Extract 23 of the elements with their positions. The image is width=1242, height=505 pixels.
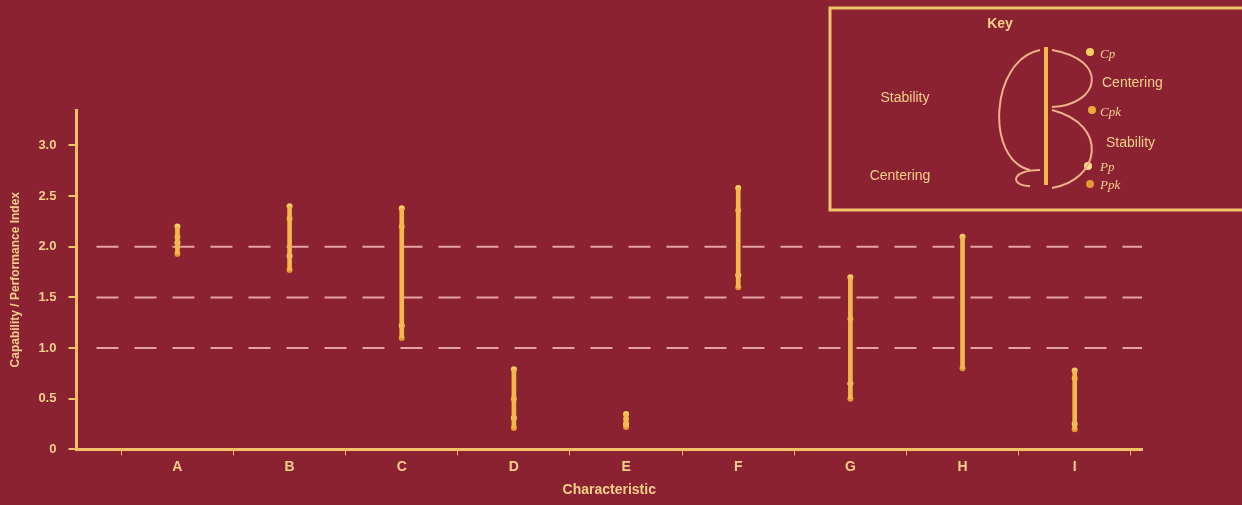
x-tick-label: D xyxy=(508,457,519,474)
x-tick-label: E xyxy=(621,457,631,474)
x-axis-title: Characteristic xyxy=(562,481,657,498)
x-tick-label: C xyxy=(396,457,407,474)
annotation: Centering xyxy=(869,166,931,183)
y-tick-label: 3.0 xyxy=(38,137,57,153)
x-tick-label: G xyxy=(844,457,856,474)
x-tick-label: B xyxy=(284,457,295,474)
y-tick-label: 2.0 xyxy=(38,238,57,254)
y-tick-label: 0.5 xyxy=(38,390,57,406)
y-tick-label: 1.0 xyxy=(38,339,57,355)
text: Stability xyxy=(880,88,930,105)
x-tick-label: I xyxy=(1072,457,1077,474)
y-tick-label: 1.5 xyxy=(38,289,57,305)
x-tick-label: A xyxy=(172,457,183,474)
x-tick-label: F xyxy=(733,457,743,474)
y-axis-title: Capability / Performance Index xyxy=(7,191,22,368)
x-tick-label: H xyxy=(957,457,968,474)
y-tick-label: 0 xyxy=(49,440,57,456)
text: Centering xyxy=(1102,73,1163,90)
annotation: Stability xyxy=(1106,133,1156,150)
legend-title: Key xyxy=(987,14,1014,31)
y-tick-label: 2.5 xyxy=(38,187,57,203)
